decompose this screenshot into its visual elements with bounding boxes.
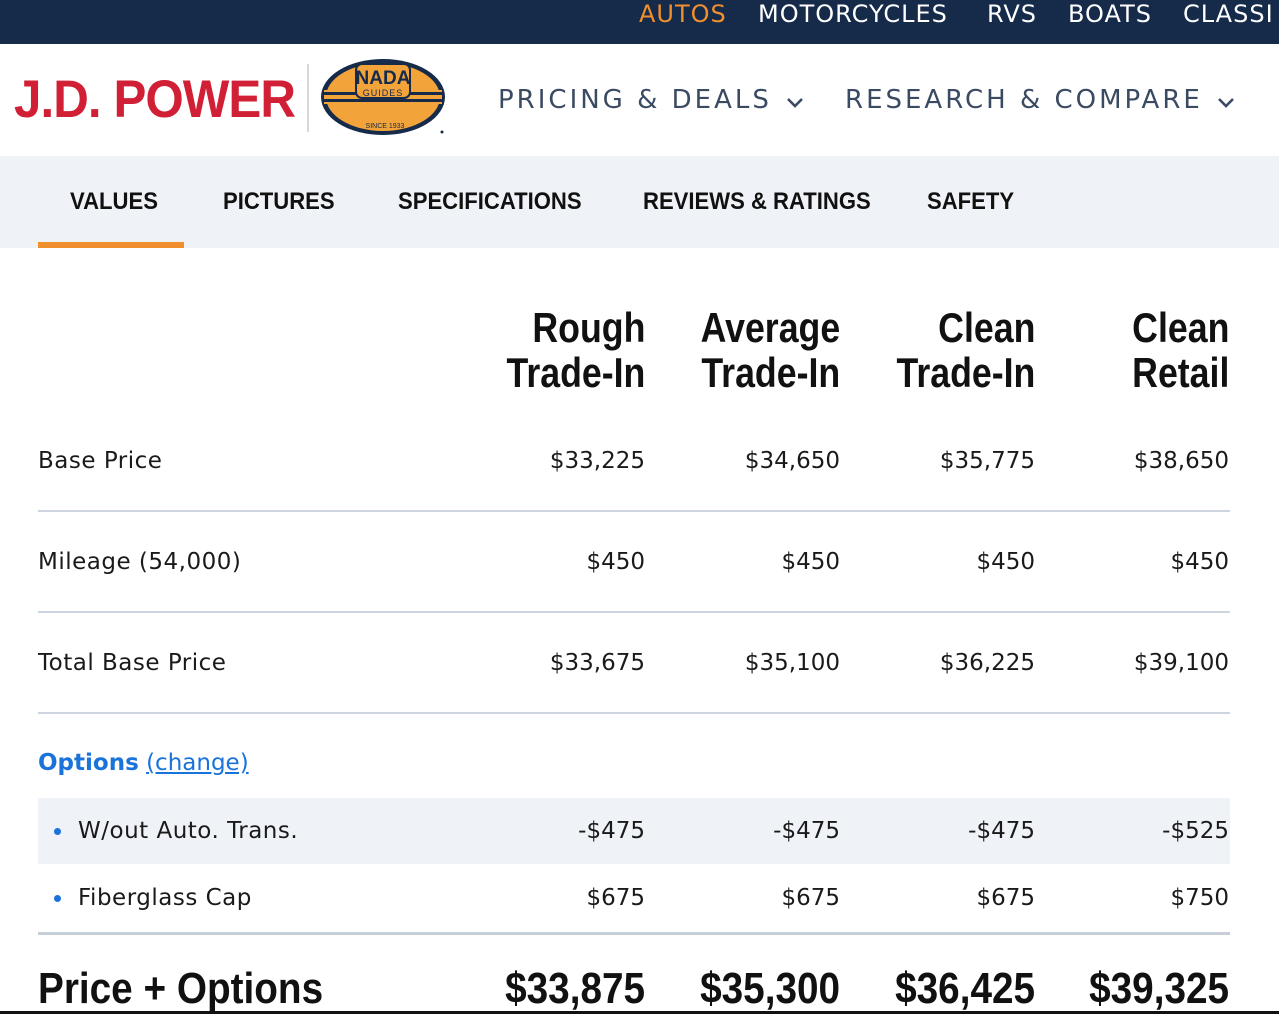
value-cell: $450 [781, 549, 840, 575]
total-label: Price + Options [38, 964, 324, 1013]
category-bar: AUTOS MOTORCYCLES RVS BOATS CLASSI [0, 0, 1279, 44]
total-value: $36,425 [895, 964, 1035, 1013]
row-divider [38, 510, 1230, 512]
value-cell: -$525 [1162, 818, 1229, 844]
value-cell: $675 [976, 885, 1035, 911]
option-row-highlight [38, 798, 1230, 864]
since-text: SINCE 1933 [366, 123, 405, 130]
row-divider [38, 712, 1230, 714]
value-cell: $35,775 [939, 448, 1035, 474]
tab-specifications[interactable]: SPECIFICATIONS [398, 188, 582, 215]
jd-power-logo[interactable]: J.D. POWER [14, 70, 296, 129]
row-divider [38, 611, 1230, 613]
value-cell: -$475 [773, 818, 840, 844]
nav-research-compare[interactable]: RESEARCH & COMPARE [845, 85, 1235, 116]
nav-pricing-label: PRICING & DEALS [498, 85, 772, 115]
value-cell: $39,100 [1133, 650, 1229, 676]
category-rvs[interactable]: RVS [987, 0, 1038, 28]
active-tab-indicator [38, 242, 184, 248]
value-cell: $450 [586, 549, 645, 575]
value-cell: -$475 [968, 818, 1035, 844]
bullet-icon [54, 895, 61, 902]
value-cell: $450 [976, 549, 1035, 575]
options-label: Options [38, 750, 139, 776]
value-cell: $750 [1170, 885, 1229, 911]
category-classic[interactable]: CLASSI [1183, 0, 1274, 28]
nada-guides-logo[interactable]: NADA GUIDES SINCE 1933 [320, 56, 450, 138]
value-cell: $675 [586, 885, 645, 911]
tab-bar: VALUES PICTURES SPECIFICATIONS REVIEWS &… [0, 156, 1279, 248]
value-cell: $34,650 [744, 448, 840, 474]
nada-text: NADA [356, 68, 411, 89]
option-label-fiberglass-cap: Fiberglass Cap [78, 885, 252, 911]
nav-pricing-deals[interactable]: PRICING & DEALS [498, 85, 804, 116]
category-autos[interactable]: AUTOS [639, 0, 727, 28]
row-label-mileage: Mileage (54,000) [38, 549, 242, 575]
value-cell: $33,225 [549, 448, 645, 474]
total-divider [38, 932, 1230, 935]
site-header: J.D. POWER NADA GUIDES SINCE 1933 PRICIN… [0, 44, 1279, 156]
value-cell: $675 [781, 885, 840, 911]
column-header-rough-trade-in: Rough Trade-In [506, 304, 645, 396]
chevron-down-icon [786, 86, 804, 116]
chevron-down-icon [1217, 86, 1235, 116]
category-boats[interactable]: BOATS [1068, 0, 1152, 28]
logo-divider [307, 64, 309, 132]
options-heading: Options (change) [38, 748, 249, 778]
bottom-border [0, 1011, 1279, 1014]
tab-pictures[interactable]: PICTURES [223, 188, 335, 215]
value-cell: -$475 [578, 818, 645, 844]
category-motorcycles[interactable]: MOTORCYCLES [758, 0, 948, 28]
value-cell: $36,225 [939, 650, 1035, 676]
total-value: $33,875 [505, 964, 645, 1013]
column-header-average-trade-in: Average Trade-In [700, 304, 840, 396]
value-cell: $38,650 [1133, 448, 1229, 474]
tab-safety[interactable]: SAFETY [927, 188, 1015, 215]
bullet-icon [54, 828, 61, 835]
value-cell: $450 [1170, 549, 1229, 575]
total-value: $39,325 [1089, 964, 1229, 1013]
row-label-total-base-price: Total Base Price [38, 650, 227, 676]
options-change-link[interactable]: (change) [146, 750, 249, 776]
column-header-clean-trade-in: Clean Trade-In [896, 304, 1035, 396]
tab-values[interactable]: VALUES [70, 188, 158, 215]
total-value: $35,300 [700, 964, 840, 1013]
tab-reviews-ratings[interactable]: REVIEWS & RATINGS [643, 188, 871, 215]
column-header-clean-retail: Clean Retail [1131, 304, 1229, 396]
guides-text: GUIDES [363, 88, 404, 98]
value-cell: $33,675 [549, 650, 645, 676]
row-label-base-price: Base Price [38, 448, 163, 474]
nav-research-label: RESEARCH & COMPARE [845, 85, 1203, 115]
option-label-without-auto-trans: W/out Auto. Trans. [78, 818, 299, 844]
value-cell: $35,100 [744, 650, 840, 676]
